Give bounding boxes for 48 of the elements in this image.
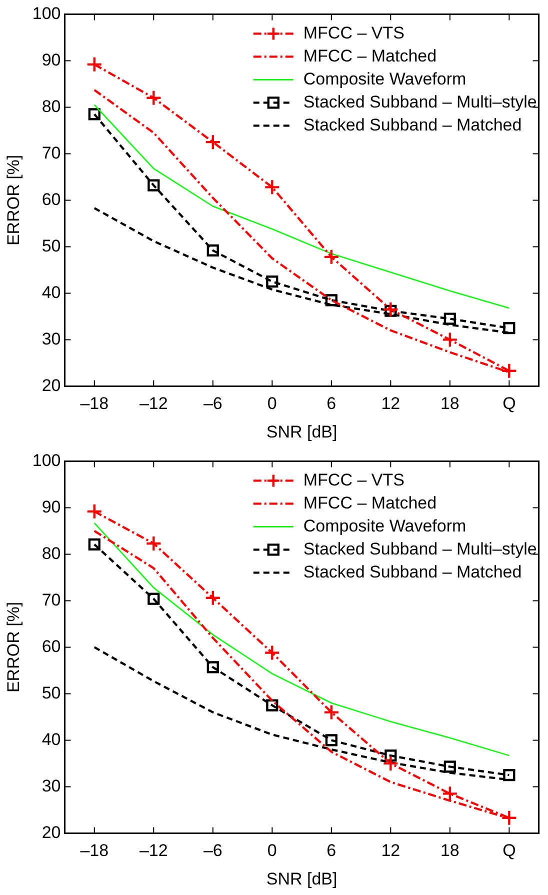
y-axis-title: ERROR [%]: [4, 154, 23, 246]
legend-label: Composite Waveform: [303, 516, 466, 536]
y-tick-label: 90: [42, 497, 61, 516]
legend-label: MFCC – VTS: [303, 470, 404, 490]
y-tick-label: 30: [42, 329, 61, 348]
legend-label: MFCC – Matched: [303, 493, 437, 512]
y-tick-label: 100: [32, 450, 61, 470]
y-tick-label: 40: [42, 730, 61, 749]
x-tick-label: 18: [440, 394, 460, 414]
x-tick-label: –18: [80, 394, 109, 414]
x-axis-title: SNR [dB]: [266, 869, 338, 888]
legend-label: MFCC – VTS: [303, 23, 404, 42]
legend-label: Stacked Subband – Matched: [303, 562, 522, 582]
x-axis-title: SNR [dB]: [266, 422, 338, 442]
legend-label: MFCC – Matched: [303, 46, 437, 66]
y-tick-label: 80: [42, 544, 61, 563]
x-tick-label: Q: [502, 394, 516, 414]
legend-label: Composite Waveform: [303, 69, 466, 88]
y-tick-label: 70: [42, 590, 61, 610]
y-tick-label: 90: [42, 50, 61, 70]
x-tick-label: 0: [267, 841, 277, 860]
y-tick-label: 80: [42, 96, 61, 116]
y-tick-label: 60: [42, 636, 61, 656]
x-tick-label: 12: [381, 841, 400, 860]
x-tick-label: –12: [139, 841, 168, 860]
y-tick-label: 50: [42, 683, 61, 702]
x-tick-label: 6: [326, 841, 336, 860]
y-tick-label: 50: [42, 236, 61, 256]
legend-label: Stacked Subband – Multi–style: [303, 92, 537, 112]
x-tick-label: 6: [326, 394, 336, 414]
x-tick-label: –6: [203, 841, 222, 860]
x-tick-label: –18: [80, 841, 109, 860]
x-tick-label: Q: [502, 841, 516, 860]
x-tick-label: –6: [203, 394, 222, 414]
y-axis-title: ERROR [%]: [4, 602, 23, 693]
y-tick-label: 20: [42, 822, 61, 842]
x-tick-label: –12: [139, 394, 168, 414]
x-tick-label: 0: [267, 394, 277, 414]
x-tick-label: 18: [440, 841, 460, 860]
y-tick-label: 20: [42, 376, 61, 395]
y-tick-label: 30: [42, 776, 61, 796]
legend-label: Stacked Subband – Multi–style: [303, 539, 537, 558]
y-tick-label: 40: [42, 282, 61, 302]
y-tick-label: 60: [42, 190, 61, 209]
y-tick-label: 100: [32, 4, 61, 23]
x-tick-label: 12: [381, 394, 400, 414]
y-tick-label: 70: [42, 143, 61, 162]
legend-label: Stacked Subband – Matched: [303, 115, 522, 134]
